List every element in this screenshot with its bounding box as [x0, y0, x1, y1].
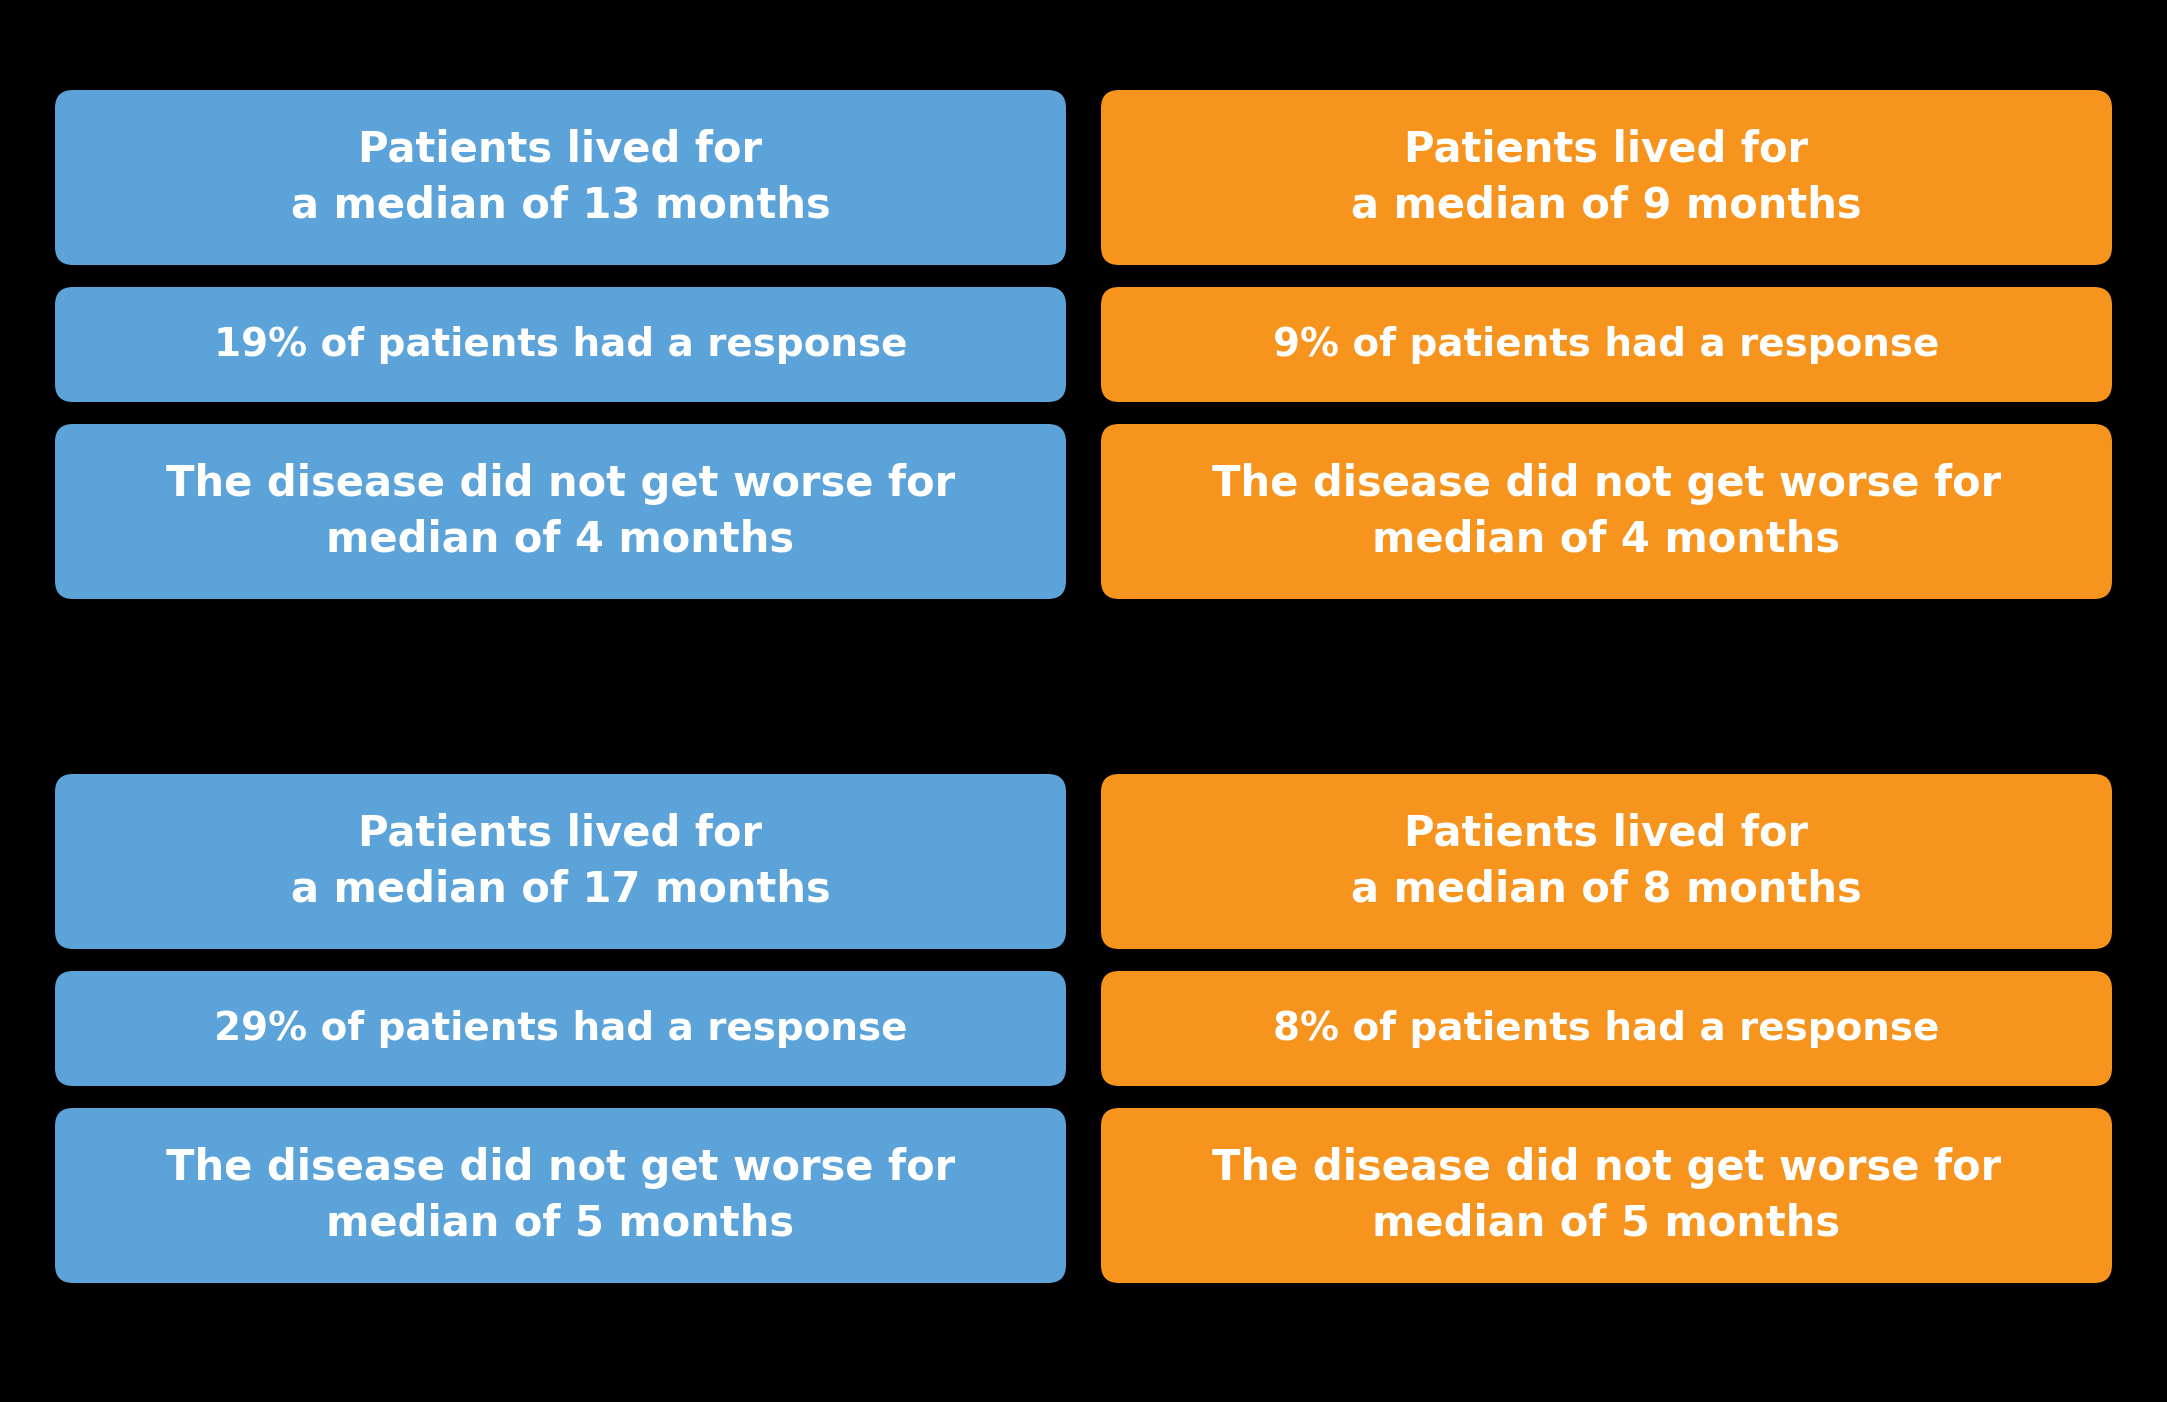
Text: The disease did not get worse for
median of 5 months: The disease did not get worse for median…: [167, 1147, 956, 1244]
FancyBboxPatch shape: [1101, 90, 2113, 265]
FancyBboxPatch shape: [54, 774, 1066, 949]
Text: Patients lived for
a median of 9 months: Patients lived for a median of 9 months: [1352, 129, 1861, 226]
Text: Patients lived for
a median of 13 months: Patients lived for a median of 13 months: [290, 129, 830, 226]
Text: 8% of patients had a response: 8% of patients had a response: [1274, 1009, 1939, 1047]
Text: The disease did not get worse for
median of 4 months: The disease did not get worse for median…: [1211, 463, 2000, 561]
FancyBboxPatch shape: [54, 423, 1066, 599]
FancyBboxPatch shape: [54, 972, 1066, 1087]
FancyBboxPatch shape: [54, 287, 1066, 402]
FancyBboxPatch shape: [54, 90, 1066, 265]
Text: Patients lived for
a median of 8 months: Patients lived for a median of 8 months: [1352, 813, 1861, 910]
Text: The disease did not get worse for
median of 4 months: The disease did not get worse for median…: [167, 463, 956, 561]
FancyBboxPatch shape: [1101, 774, 2113, 949]
FancyBboxPatch shape: [1101, 1108, 2113, 1283]
FancyBboxPatch shape: [1101, 287, 2113, 402]
Text: 9% of patients had a response: 9% of patients had a response: [1274, 325, 1939, 363]
FancyBboxPatch shape: [54, 1108, 1066, 1283]
Text: 29% of patients had a response: 29% of patients had a response: [215, 1009, 908, 1047]
Text: Patients lived for
a median of 17 months: Patients lived for a median of 17 months: [290, 813, 830, 910]
Text: The disease did not get worse for
median of 5 months: The disease did not get worse for median…: [1211, 1147, 2000, 1244]
Text: 19% of patients had a response: 19% of patients had a response: [215, 325, 908, 363]
FancyBboxPatch shape: [1101, 423, 2113, 599]
FancyBboxPatch shape: [1101, 972, 2113, 1087]
